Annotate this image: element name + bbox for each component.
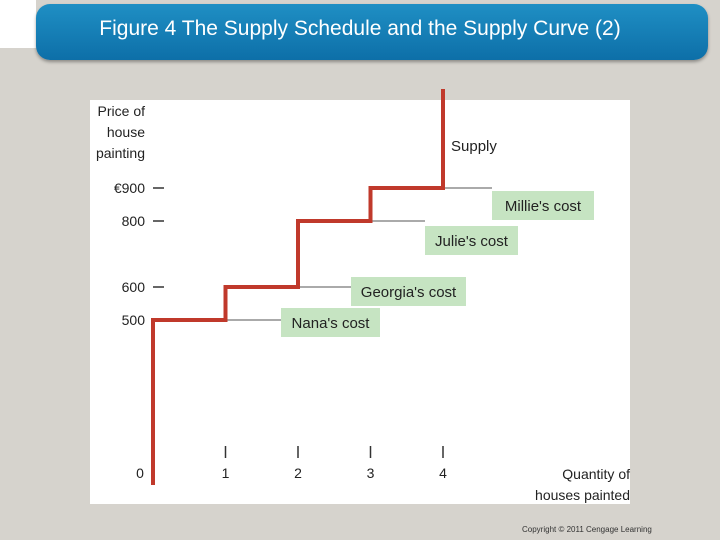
x-tick-label: 2 [294,465,302,481]
cost-label: Nana's cost [292,315,371,332]
cost-label-box [425,226,518,255]
x-tick-label: 1 [222,465,230,481]
x-axis-label: Quantity of houses painted [535,466,630,503]
series-label: Supply [451,138,497,155]
cost-label-box [351,277,466,306]
y-axis-label: Price of house painting [96,103,145,161]
y-tick-label: 800 [122,213,146,229]
slide-edge [0,0,36,48]
slide-title: Figure 4 The Supply Schedule and the Sup… [99,17,621,40]
cost-label-box [492,191,594,220]
title-banner [36,4,708,60]
x-tick-label: 4 [439,465,447,481]
x-tick-label: 0 [136,465,144,481]
y-tick-label: 500 [122,312,146,328]
copyright-text: Copyright © 2011 Cengage Learning [522,525,652,534]
y-tick-label: 600 [122,279,146,295]
cost-label: Georgia's cost [361,284,457,301]
cost-label: Millie's cost [505,198,582,215]
cost-label-box [281,308,380,337]
x-tick-label: 3 [367,465,375,481]
cost-label: Julie's cost [435,233,509,250]
y-tick-label: €900 [114,180,145,196]
supply-step-line [151,89,445,485]
